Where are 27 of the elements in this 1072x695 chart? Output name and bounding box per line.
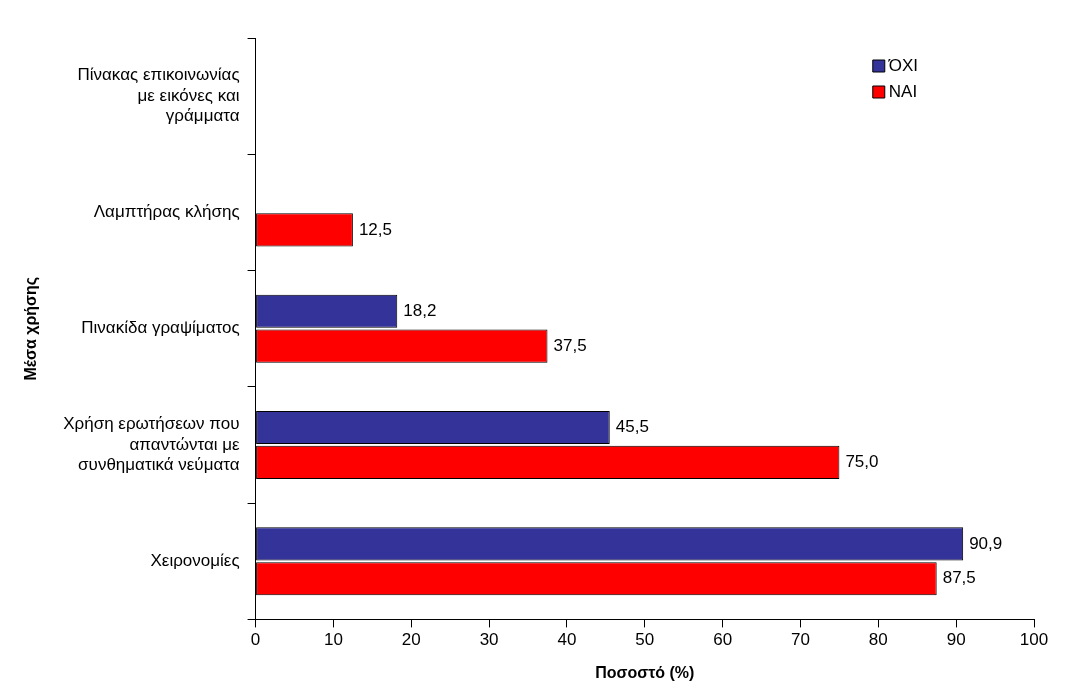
x-tick-label: 10 [323, 630, 343, 650]
y-tick-label: Χειρονομίες [150, 550, 240, 570]
y-tick-label: Πινακίδα γραψίματος [81, 318, 240, 338]
x-tick-label: 90 [946, 630, 966, 650]
y-axis-title: Μέσα χρήσης [22, 276, 41, 381]
data-label: 87,5 [942, 568, 976, 588]
legend-label: ΝΑΙ [888, 81, 918, 101]
legend-label: ΌΧΙ [887, 55, 919, 75]
x-tick-label: 20 [401, 630, 421, 650]
y-tick-label: Πίνακας επικοινωνίας με εικόνες και γράμματα [77, 65, 240, 126]
data-label: 12,5 [358, 219, 392, 239]
x-tick-label: 100 [1019, 630, 1049, 650]
y-tick-label: Λαμπτήρας κλήσης [93, 202, 240, 222]
data-label: 75,0 [845, 452, 879, 472]
data-label: 18,2 [403, 300, 437, 320]
x-tick-label: 40 [557, 630, 577, 650]
x-tick-label: 70 [791, 630, 810, 650]
x-axis-title: Ποσοστό (%) [595, 663, 695, 681]
data-label: 90,9 [969, 533, 1003, 553]
y-tick-label: Χρήση ερωτήσεων που απαντώνται με συνθηματικά νεύματα [63, 414, 240, 475]
data-label: 45,5 [615, 417, 649, 437]
data-label: 37,5 [553, 335, 587, 355]
x-tick-label: 50 [635, 630, 655, 650]
x-tick-label: 0 [250, 630, 261, 650]
x-tick-label: 80 [868, 630, 888, 650]
x-tick-label: 30 [479, 630, 499, 650]
x-tick-label: 60 [713, 630, 733, 650]
